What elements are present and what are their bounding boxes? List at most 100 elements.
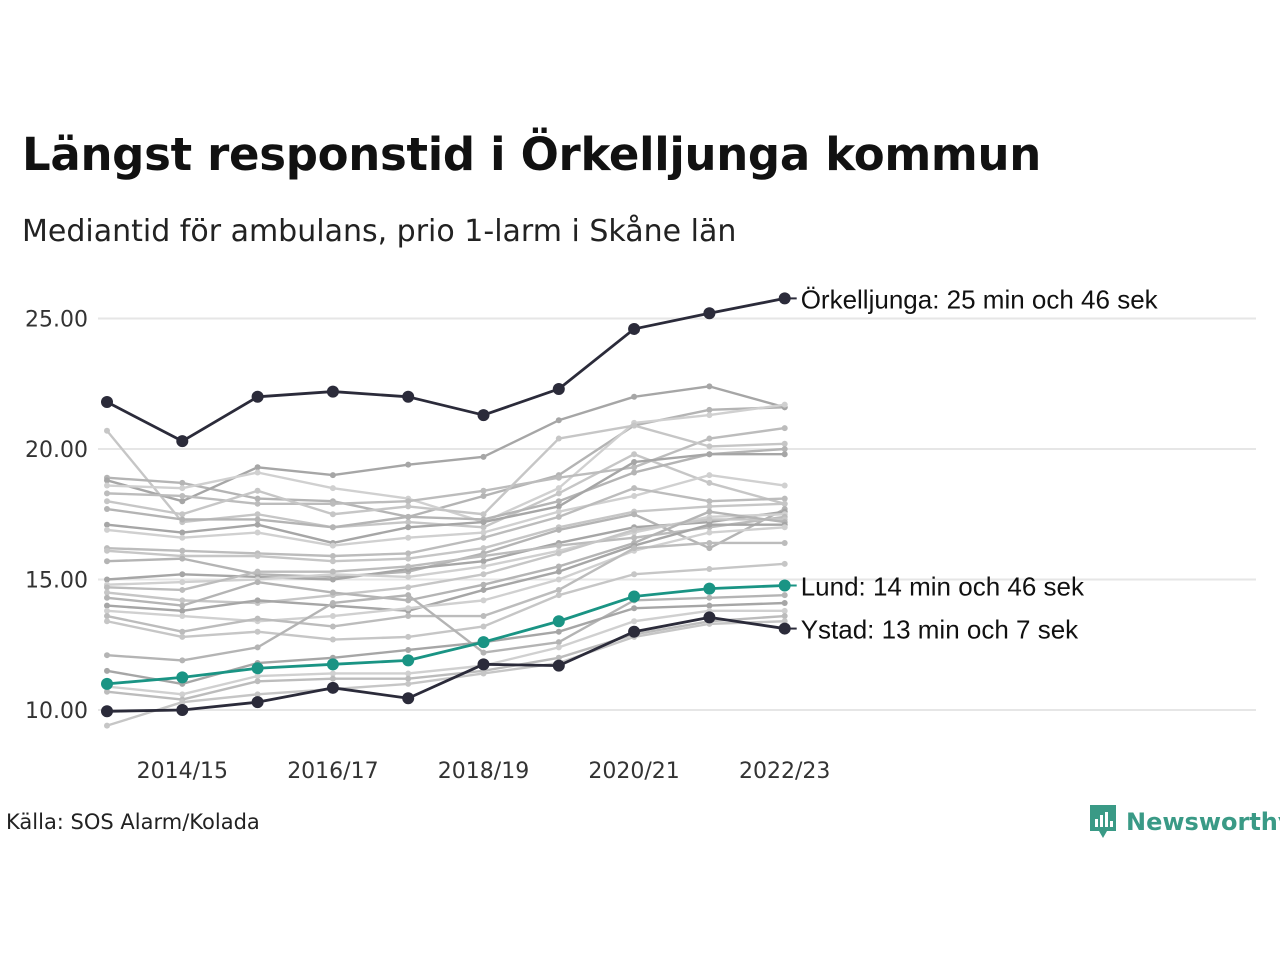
data-point: [405, 597, 412, 604]
series-line: [106, 385, 786, 503]
data-point: [329, 553, 336, 560]
data-point: [405, 550, 412, 557]
background-series-1: [104, 427, 788, 531]
data-point: [480, 529, 487, 536]
brand-name: Newsworthy: [1126, 808, 1280, 836]
data-point: [480, 563, 487, 570]
data-point: [179, 555, 186, 562]
data-point: [555, 474, 562, 481]
data-point: [555, 526, 562, 533]
data-point: [329, 558, 336, 565]
background-series-10: [104, 485, 788, 560]
data-point: [628, 590, 641, 603]
data-point: [555, 586, 562, 593]
data-point: [329, 576, 336, 583]
series-line: [106, 614, 785, 701]
data-point: [555, 550, 562, 557]
data-point: [104, 589, 110, 596]
data-point: [781, 607, 788, 614]
data-point: [179, 479, 186, 486]
series-end-label: Ystad: 13 min och 7 sek: [801, 615, 1079, 645]
data-point: [631, 422, 638, 429]
data-point: [254, 521, 261, 528]
data-point: [628, 625, 641, 638]
background-series-6: [104, 422, 788, 518]
data-point: [706, 503, 713, 510]
series-line: [106, 620, 785, 727]
data-point: [254, 597, 261, 604]
series-line: [106, 541, 785, 633]
data-point: [555, 592, 562, 599]
data-point: [706, 498, 713, 505]
data-point: [552, 659, 565, 672]
data-point: [329, 675, 336, 682]
data-point: [104, 490, 110, 497]
data-point: [179, 492, 186, 499]
data-point: [781, 425, 788, 432]
data-point: [781, 446, 788, 452]
data-point: [254, 553, 261, 560]
data-point: [179, 485, 186, 492]
data-point: [781, 451, 788, 458]
data-point: [552, 382, 565, 395]
data-point: [104, 477, 110, 484]
data-point: [781, 592, 788, 599]
data-point: [631, 571, 638, 578]
data-point: [104, 594, 110, 601]
data-point: [405, 519, 412, 526]
data-point: [480, 649, 487, 656]
data-point: [631, 469, 638, 476]
data-point: [781, 560, 788, 567]
data-point: [104, 526, 110, 533]
data-point: [326, 681, 339, 694]
data-point: [405, 461, 412, 468]
series-line: [106, 486, 785, 558]
data-point: [706, 406, 713, 413]
data-point: [480, 623, 487, 630]
data-point: [555, 435, 562, 442]
data-point: [477, 409, 490, 422]
data-point: [179, 511, 186, 518]
data-point: [781, 401, 788, 408]
background-series-5: [104, 425, 788, 507]
series-line: [106, 609, 785, 696]
data-point: [179, 607, 186, 614]
data-point: [179, 628, 186, 635]
series-line: [106, 593, 785, 662]
series-line: [106, 429, 786, 529]
series-line: [106, 406, 785, 519]
data-point: [176, 704, 189, 716]
y-tick-label: 15.00: [25, 569, 88, 594]
data-point: [405, 513, 412, 520]
data-point: [405, 573, 412, 580]
data-point: [254, 487, 261, 494]
data-point: [480, 545, 487, 552]
data-point: [703, 611, 716, 624]
data-point: [254, 615, 261, 622]
data-point: [405, 633, 412, 640]
data-point: [405, 592, 412, 599]
data-point: [329, 568, 336, 575]
data-point: [254, 644, 261, 651]
data-point: [631, 393, 638, 400]
series-line: [106, 518, 785, 605]
data-point: [706, 539, 713, 546]
series-line: [106, 502, 785, 563]
series-line: [106, 453, 785, 545]
data-point: [781, 482, 788, 489]
data-point: [480, 613, 487, 620]
series-line: [106, 510, 785, 607]
data-point: [329, 613, 336, 620]
data-point: [254, 495, 261, 502]
data-point: [405, 670, 412, 677]
data-point: [179, 529, 186, 536]
data-point: [631, 485, 638, 492]
data-point: [104, 667, 110, 674]
data-point: [781, 440, 788, 447]
data-point: [329, 636, 336, 643]
data-point: [179, 633, 186, 640]
data-point: [104, 576, 110, 583]
data-point: [703, 307, 716, 320]
brand-logo[interactable]: Newsworthy: [1088, 802, 1280, 842]
data-point: [104, 688, 110, 695]
